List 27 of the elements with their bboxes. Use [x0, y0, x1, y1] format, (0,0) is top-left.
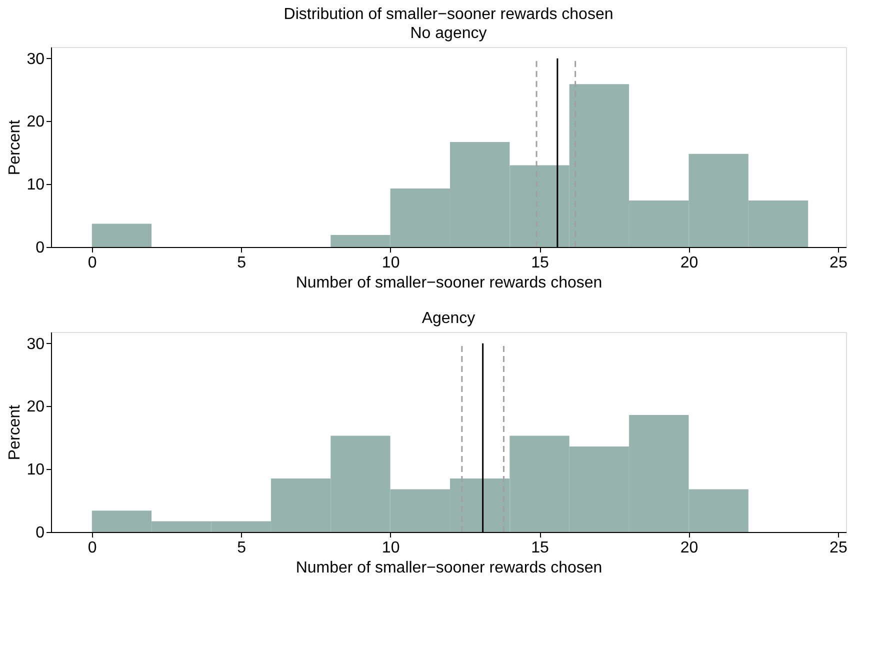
y-tick-label: 20	[26, 398, 45, 416]
y-tick-label: 30	[26, 50, 45, 68]
x-tick-label: 15	[531, 254, 550, 272]
x-tick-label: 5	[237, 254, 246, 272]
x-axis-title: Number of smaller−sooner rewards chosen	[296, 274, 602, 292]
y-tick-label: 30	[26, 336, 45, 353]
x-tick-label: 25	[830, 254, 848, 272]
x-tick-label: 0	[88, 540, 97, 556]
x-tick-label: 5	[237, 540, 246, 556]
y-tick-label: 10	[26, 462, 45, 479]
y-tick-label: 10	[26, 176, 45, 194]
x-tick-label: 10	[382, 540, 400, 556]
x-tick-label: 15	[531, 540, 550, 556]
y-axis-title: Percent	[6, 119, 24, 176]
x-tick-label: 10	[382, 254, 400, 272]
x-tick-label: 20	[680, 540, 698, 556]
x-axis-title: Number of smaller−sooner rewards chosen	[296, 560, 602, 576]
y-tick-label: 0	[36, 240, 45, 256]
x-tick-label: 0	[88, 254, 97, 272]
x-tick-label: 25	[830, 540, 848, 556]
y-tick-label: 0	[36, 524, 45, 542]
chart-title: Distribution of smaller−sooner rewards chosen	[284, 6, 614, 23]
y-axis-title: Percent	[6, 404, 24, 460]
chart-subtitle: No agency	[410, 25, 487, 42]
y-tick-label: 20	[26, 114, 45, 131]
x-tick-label: 20	[680, 254, 698, 272]
chart-title: Agency	[422, 310, 476, 327]
